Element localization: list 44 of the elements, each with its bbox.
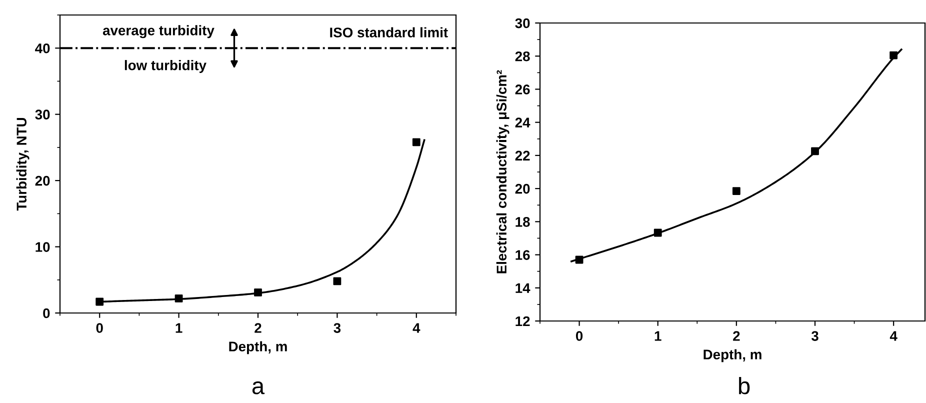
x-tick-label: 0	[576, 331, 583, 341]
y-tick-label: 14	[516, 283, 530, 293]
y-axis-title: Electrical conductivity, μSi/cm²	[496, 70, 510, 274]
y-tick-label: 12	[516, 316, 530, 326]
y-axis-title: Turbidity, NTU	[16, 118, 30, 211]
x-axis-title: Depth, m	[229, 341, 287, 354]
y-tick-label: 10	[36, 242, 50, 252]
annotation: low turbidity	[124, 60, 206, 73]
point	[890, 51, 898, 60]
x-tick-label: 4	[890, 331, 898, 341]
y-tick-label: 18	[516, 217, 530, 227]
point	[412, 138, 420, 146]
point	[254, 288, 262, 296]
x-tick-label: 2	[254, 323, 262, 333]
x-tick-label: 3	[334, 323, 341, 333]
y-tick-label: 16	[516, 250, 530, 260]
y-tick-label: 20	[515, 184, 530, 194]
x-tick-label: 3	[811, 331, 818, 341]
text: a	[252, 381, 265, 394]
y-tick-label: 30	[515, 18, 530, 28]
point	[96, 298, 104, 306]
ref-line-label: ISO standard limit	[330, 27, 448, 38]
point	[575, 256, 584, 264]
point	[333, 277, 342, 286]
point	[811, 147, 819, 156]
y-tick-label: 30	[35, 110, 50, 120]
y-tick-label: 26	[515, 84, 530, 94]
point	[654, 228, 662, 237]
y-tick-label: 22	[515, 150, 530, 160]
x-tick-label: 1	[176, 323, 182, 333]
y-tick-label: 24	[515, 118, 530, 128]
text: b	[739, 376, 750, 394]
y-tick-label: 20	[35, 176, 50, 186]
x-axis-title: Depth, m	[704, 349, 762, 362]
y-tick-label: 0	[43, 308, 50, 318]
x-tick-label: 0	[96, 323, 103, 333]
x-tick-label: 1	[654, 331, 662, 341]
point	[732, 187, 740, 195]
y-tick-label: 40	[35, 43, 50, 54]
y-tick-label: 28	[515, 51, 530, 62]
x-tick-label: 4	[412, 323, 420, 333]
annotation: average turbidity	[102, 25, 214, 38]
point	[174, 294, 183, 302]
x-tick-label: 2	[733, 331, 740, 341]
